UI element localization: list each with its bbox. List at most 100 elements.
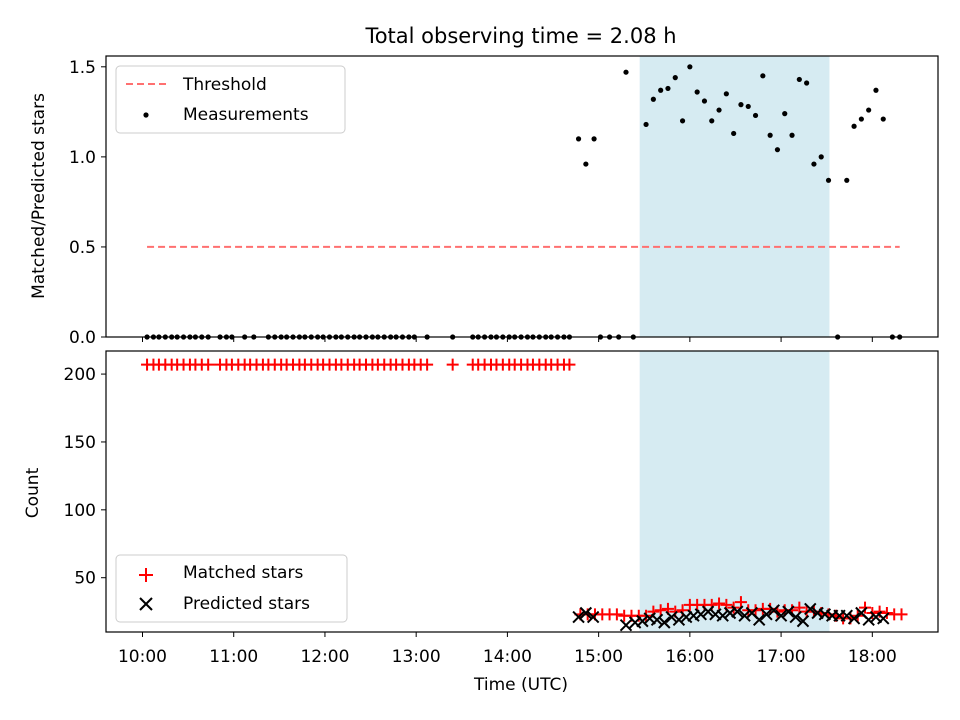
top-y-tick-label: 0.0 <box>69 328 96 348</box>
measurements-point <box>665 85 671 92</box>
x-tick-label: 16:00 <box>665 647 714 667</box>
chart-title: Total observing time = 2.08 h <box>364 24 676 48</box>
bottom-y-tick-label: 150 <box>64 433 96 453</box>
measurements-point <box>738 102 744 108</box>
predicted-stars-point <box>760 608 773 621</box>
x-axis-label: Time (UTC) <box>473 675 568 695</box>
legend-measurements-swatch <box>143 112 149 118</box>
bottom-y-tick-label: 50 <box>74 569 96 589</box>
top-panel: 0.0 0.5 1.0 1.5 Matched/Predicted stars Thr… <box>29 55 939 348</box>
bottom-highlight-span <box>639 351 830 632</box>
bottom-x-axis: 10:00 11:00 12:00 13:00 14:00 15:00 16:00 17:00… <box>118 632 897 667</box>
matched-stars-point <box>202 358 215 371</box>
legend-matched-label: Matched stars <box>183 563 303 583</box>
legend-threshold-label: Threshold <box>182 75 267 95</box>
measurements-point <box>811 161 817 167</box>
predicted-stars-point <box>789 610 802 624</box>
predicted-stars-point <box>619 619 633 632</box>
measurements-point <box>774 147 781 153</box>
matched-stars-point <box>734 596 747 609</box>
bottom-panel: 50 100 150 200 10:00 11:00 12:00 13:00 14:00 15:… <box>23 350 939 695</box>
predicted-stars-point <box>782 605 795 618</box>
measurements-point <box>804 80 810 86</box>
predicted-stars-point <box>738 609 751 622</box>
matched-stars-point <box>895 608 908 621</box>
bottom-legend: Matched stars Predicted stars <box>115 554 348 623</box>
predicted-stars-point <box>752 613 766 626</box>
measurements-point <box>825 177 832 183</box>
bottom-legend-box <box>115 554 348 623</box>
predicted-stars-point <box>572 610 585 624</box>
predicted-stars-point <box>658 616 671 629</box>
predicted-stars-point <box>672 613 686 626</box>
predicted-stars-point <box>804 602 817 616</box>
measurements-point <box>716 107 722 113</box>
measurements-point <box>858 116 864 122</box>
bottom-series-layer <box>141 358 908 632</box>
predicted-stars-point <box>650 613 664 626</box>
predicted-stars-point <box>796 614 810 628</box>
bottom-y-tick-label: 200 <box>64 365 96 385</box>
predicted-stars-point <box>586 610 600 624</box>
predicted-stars-point <box>694 608 708 621</box>
measurements-point <box>782 111 788 117</box>
predicted-stars-point <box>847 612 861 625</box>
measurements-point <box>851 123 857 129</box>
measurements-point <box>623 69 629 75</box>
measurements-point <box>709 118 715 124</box>
legend-predicted-swatch <box>139 597 153 611</box>
measurements-point <box>658 87 664 93</box>
predicted-stars-point <box>579 606 593 620</box>
matched-stars-point <box>713 597 726 610</box>
x-tick-label: 18:00 <box>848 647 897 667</box>
bottom-y-axis: 50 100 150 200 <box>64 365 106 589</box>
top-y-tick-label: 0.5 <box>69 238 96 258</box>
measurements-point <box>752 112 759 119</box>
measurements-point <box>796 76 802 83</box>
top-legend-box <box>115 65 346 134</box>
predicted-stars-point <box>665 610 678 624</box>
matched-stars-point <box>446 358 459 371</box>
measurements-point <box>760 73 766 79</box>
measurements-point <box>767 132 773 138</box>
measurements-point <box>575 136 582 142</box>
matched-stars-point <box>654 604 667 617</box>
legend-predicted-label: Predicted stars <box>183 594 310 614</box>
predicted-stars-point <box>877 612 890 625</box>
measurements-point <box>701 98 708 104</box>
matched-stars-point <box>880 606 893 619</box>
matched-stars-point <box>563 358 576 371</box>
measurements-point <box>873 87 879 93</box>
predicted-stars-point <box>716 609 729 622</box>
predicted-stars-point <box>774 609 788 622</box>
measurements-point <box>643 121 649 128</box>
legend-matched-swatch <box>139 568 153 582</box>
matched-stars-point <box>421 358 434 371</box>
predicted-stars-point <box>862 613 875 626</box>
measurements-point <box>687 64 693 70</box>
bottom-y-axis-label: Count <box>23 467 43 518</box>
matched-stars-point <box>610 608 623 621</box>
predicted-stars-point <box>767 604 780 617</box>
x-tick-label: 11:00 <box>209 647 258 667</box>
matched-stars-point <box>793 601 806 614</box>
measurements-point <box>672 75 678 81</box>
measurements-point <box>844 177 850 183</box>
matched-stars-point <box>859 601 872 614</box>
measurements-point <box>731 130 737 137</box>
measurements-point <box>694 89 700 95</box>
measurements-point <box>880 116 886 122</box>
measurements-point <box>650 96 656 102</box>
x-tick-label: 14:00 <box>483 647 532 667</box>
top-y-tick-label: 1.0 <box>69 148 96 168</box>
x-tick-label: 10:00 <box>118 647 167 667</box>
predicted-stars-point <box>701 605 715 618</box>
x-tick-label: 12:00 <box>300 647 349 667</box>
predicted-stars-point <box>636 614 649 628</box>
legend-measurements-label: Measurements <box>183 105 309 125</box>
top-y-axis: 0.0 0.5 1.0 1.5 <box>69 58 106 348</box>
bottom-plot-frame <box>105 350 939 633</box>
top-plot-frame <box>105 55 939 338</box>
measurements-point <box>583 161 589 167</box>
